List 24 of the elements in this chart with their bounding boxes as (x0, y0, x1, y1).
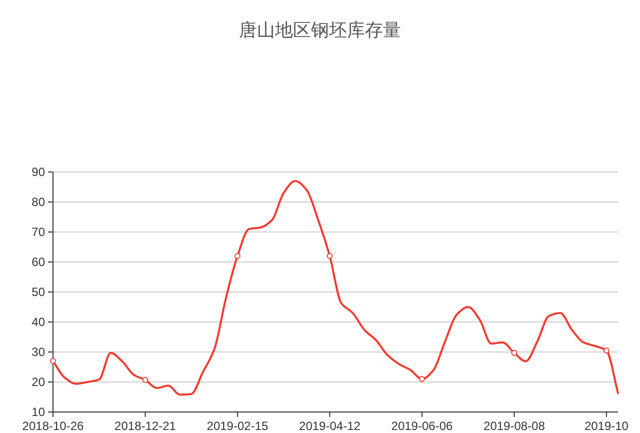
x-tick-label: 2019-08-08 (484, 419, 546, 433)
point (511, 350, 518, 356)
point (326, 253, 333, 259)
chart-title: 唐山地区钢坯库存量 (239, 20, 401, 40)
y-tick-label: 10 (32, 405, 46, 419)
point (234, 253, 240, 259)
x-tick-label: 2019-06-06 (391, 419, 453, 433)
y-tick-label: 50 (32, 285, 46, 299)
x-tick-label: 2019-02-15 (206, 419, 269, 433)
y-tick-label: 80 (32, 195, 46, 209)
y-tick-label: 20 (32, 375, 46, 389)
y-tick-label: 30 (32, 345, 46, 359)
y-tick-label: 70 (32, 225, 46, 239)
point (142, 376, 148, 383)
x-tick-label: 2018-10-26 (22, 419, 84, 433)
x-tick-label: 2018-12-21 (114, 419, 176, 433)
point (418, 376, 425, 382)
point (50, 358, 56, 364)
x-tick-label: 2019-04-12 (299, 419, 361, 433)
y-tick-label: 60 (32, 255, 46, 269)
x-tick-label: 2019-10 (584, 419, 629, 433)
y-tick-label: 40 (32, 315, 46, 329)
point (603, 348, 610, 354)
y-tick-label: 90 (32, 165, 46, 179)
